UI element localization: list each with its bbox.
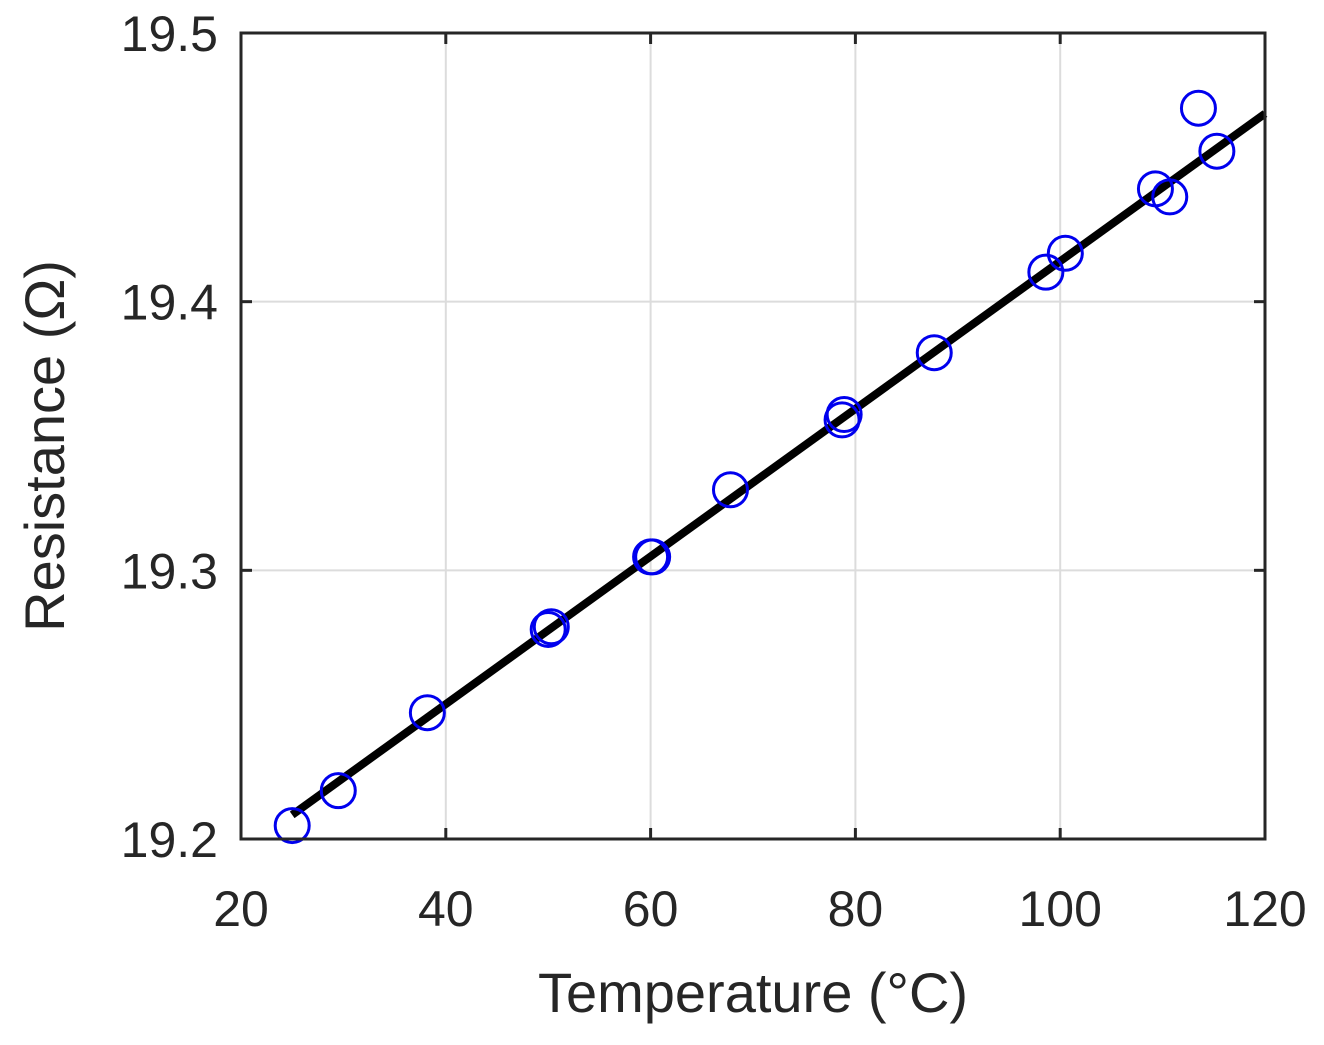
data-point: [711, 471, 749, 509]
y-tick-label: 19.5: [121, 6, 218, 62]
data-point: [1151, 178, 1189, 216]
grid-lines: [241, 33, 1265, 839]
fit-line-layer: [289, 110, 1268, 819]
y-tick-labels: 19.2 19.3 19.4 19.5: [121, 6, 218, 868]
data-point: [1179, 89, 1217, 127]
x-tick-label: 60: [623, 881, 679, 937]
data-point: [915, 334, 953, 372]
x-tick-label: 40: [418, 881, 474, 937]
data-point: [532, 608, 570, 646]
data-point: [529, 610, 567, 648]
data-point: [1046, 234, 1084, 272]
y-tick-label: 19.4: [121, 275, 218, 331]
data-point: [634, 538, 672, 576]
data-points: [273, 89, 1236, 845]
x-tick-labels: 20 40 60 80 100 120: [213, 881, 1307, 937]
x-tick-label: 20: [213, 881, 269, 937]
fit-line: [289, 110, 1268, 819]
x-tick-label: 80: [828, 881, 884, 937]
x-tick-label: 120: [1223, 881, 1306, 937]
data-point: [1027, 253, 1065, 291]
data-point: [1198, 132, 1236, 170]
y-tick-label: 19.2: [121, 812, 218, 868]
plot-frame: [239, 31, 1267, 841]
data-point: [408, 694, 446, 732]
data-point: [273, 807, 311, 845]
data-point: [319, 772, 357, 810]
x-axis-label: Temperature (°C): [538, 961, 968, 1024]
data-point: [825, 396, 863, 434]
x-tick-label: 100: [1018, 881, 1101, 937]
y-axis-label: Resistance (Ω): [13, 260, 76, 632]
y-tick-label: 19.3: [121, 543, 218, 599]
